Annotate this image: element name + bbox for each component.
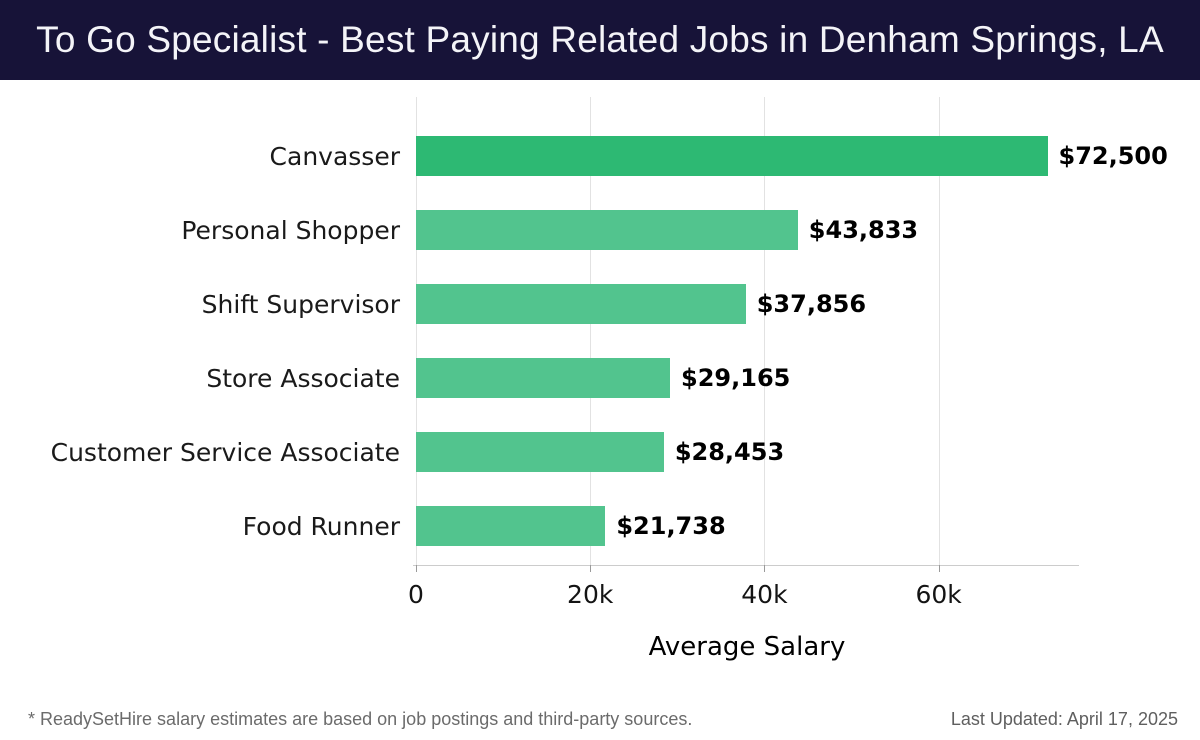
footer: * ReadySetHire salary estimates are base… [0,698,1200,740]
value-label: $43,833 [808,216,919,244]
plot-area [416,97,1078,565]
salary-bar [416,358,671,398]
bar-track: $43,833 [416,210,1078,250]
bar-row: Food Runner $21,738 [0,489,1200,563]
tick-mark [938,565,940,572]
category-label: Customer Service Associate [50,437,400,467]
bar-track: $21,738 [416,506,1078,546]
category-label: Canvasser [269,141,400,171]
bar-row: Shift Supervisor $37,856 [0,267,1200,341]
x-axis-label: Average Salary [648,632,846,662]
value-label: $28,453 [674,438,785,466]
bar-rows: Canvasser $72,500 Personal Shopper $43,833 S… [0,119,1200,563]
gridline [764,97,766,565]
value-label: $72,500 [1058,142,1168,170]
last-updated: Last Updated: April 17, 2025 [950,708,1178,729]
salary-bar [416,284,746,324]
tick-label: 0 [408,580,424,609]
page-title: To Go Specialist - Best Paying Related J… [36,19,1164,60]
salary-bar [416,432,664,472]
source-note: * ReadySetHire salary estimates are base… [28,708,693,729]
bar-row: Personal Shopper $43,833 [0,193,1200,267]
value-label: $29,165 [681,364,791,392]
salary-bar [416,506,606,546]
bar-track: $37,856 [416,284,1078,324]
category-label: Shift Supervisor [201,289,400,319]
salary-bar [416,136,1048,176]
title-banner: To Go Specialist - Best Paying Related J… [0,0,1200,80]
bar-track: $72,500 [416,136,1168,176]
tick-label: 20k [567,580,614,609]
bar-track: $29,165 [416,358,1078,398]
bar-track: $28,453 [416,432,1078,472]
category-label: Food Runner [242,511,400,541]
tick-label: 40k [741,580,788,609]
bar-row: Store Associate $29,165 [0,341,1200,415]
category-label: Store Associate [206,363,400,393]
value-label: $37,856 [756,290,867,318]
gridline [590,97,592,565]
bar-row: Canvasser $72,500 [0,119,1200,193]
tick-mark [764,565,766,572]
salary-bar [416,210,798,250]
tick-mark [416,565,417,572]
tick-mark [590,565,592,572]
gridline [416,97,417,565]
gridline [938,97,940,565]
bar-row: Customer Service Associate $28,453 [0,415,1200,489]
tick-label: 60k [915,580,962,609]
category-label: Personal Shopper [181,215,400,245]
x-axis-line [413,565,1079,566]
value-label: $21,738 [616,512,726,540]
